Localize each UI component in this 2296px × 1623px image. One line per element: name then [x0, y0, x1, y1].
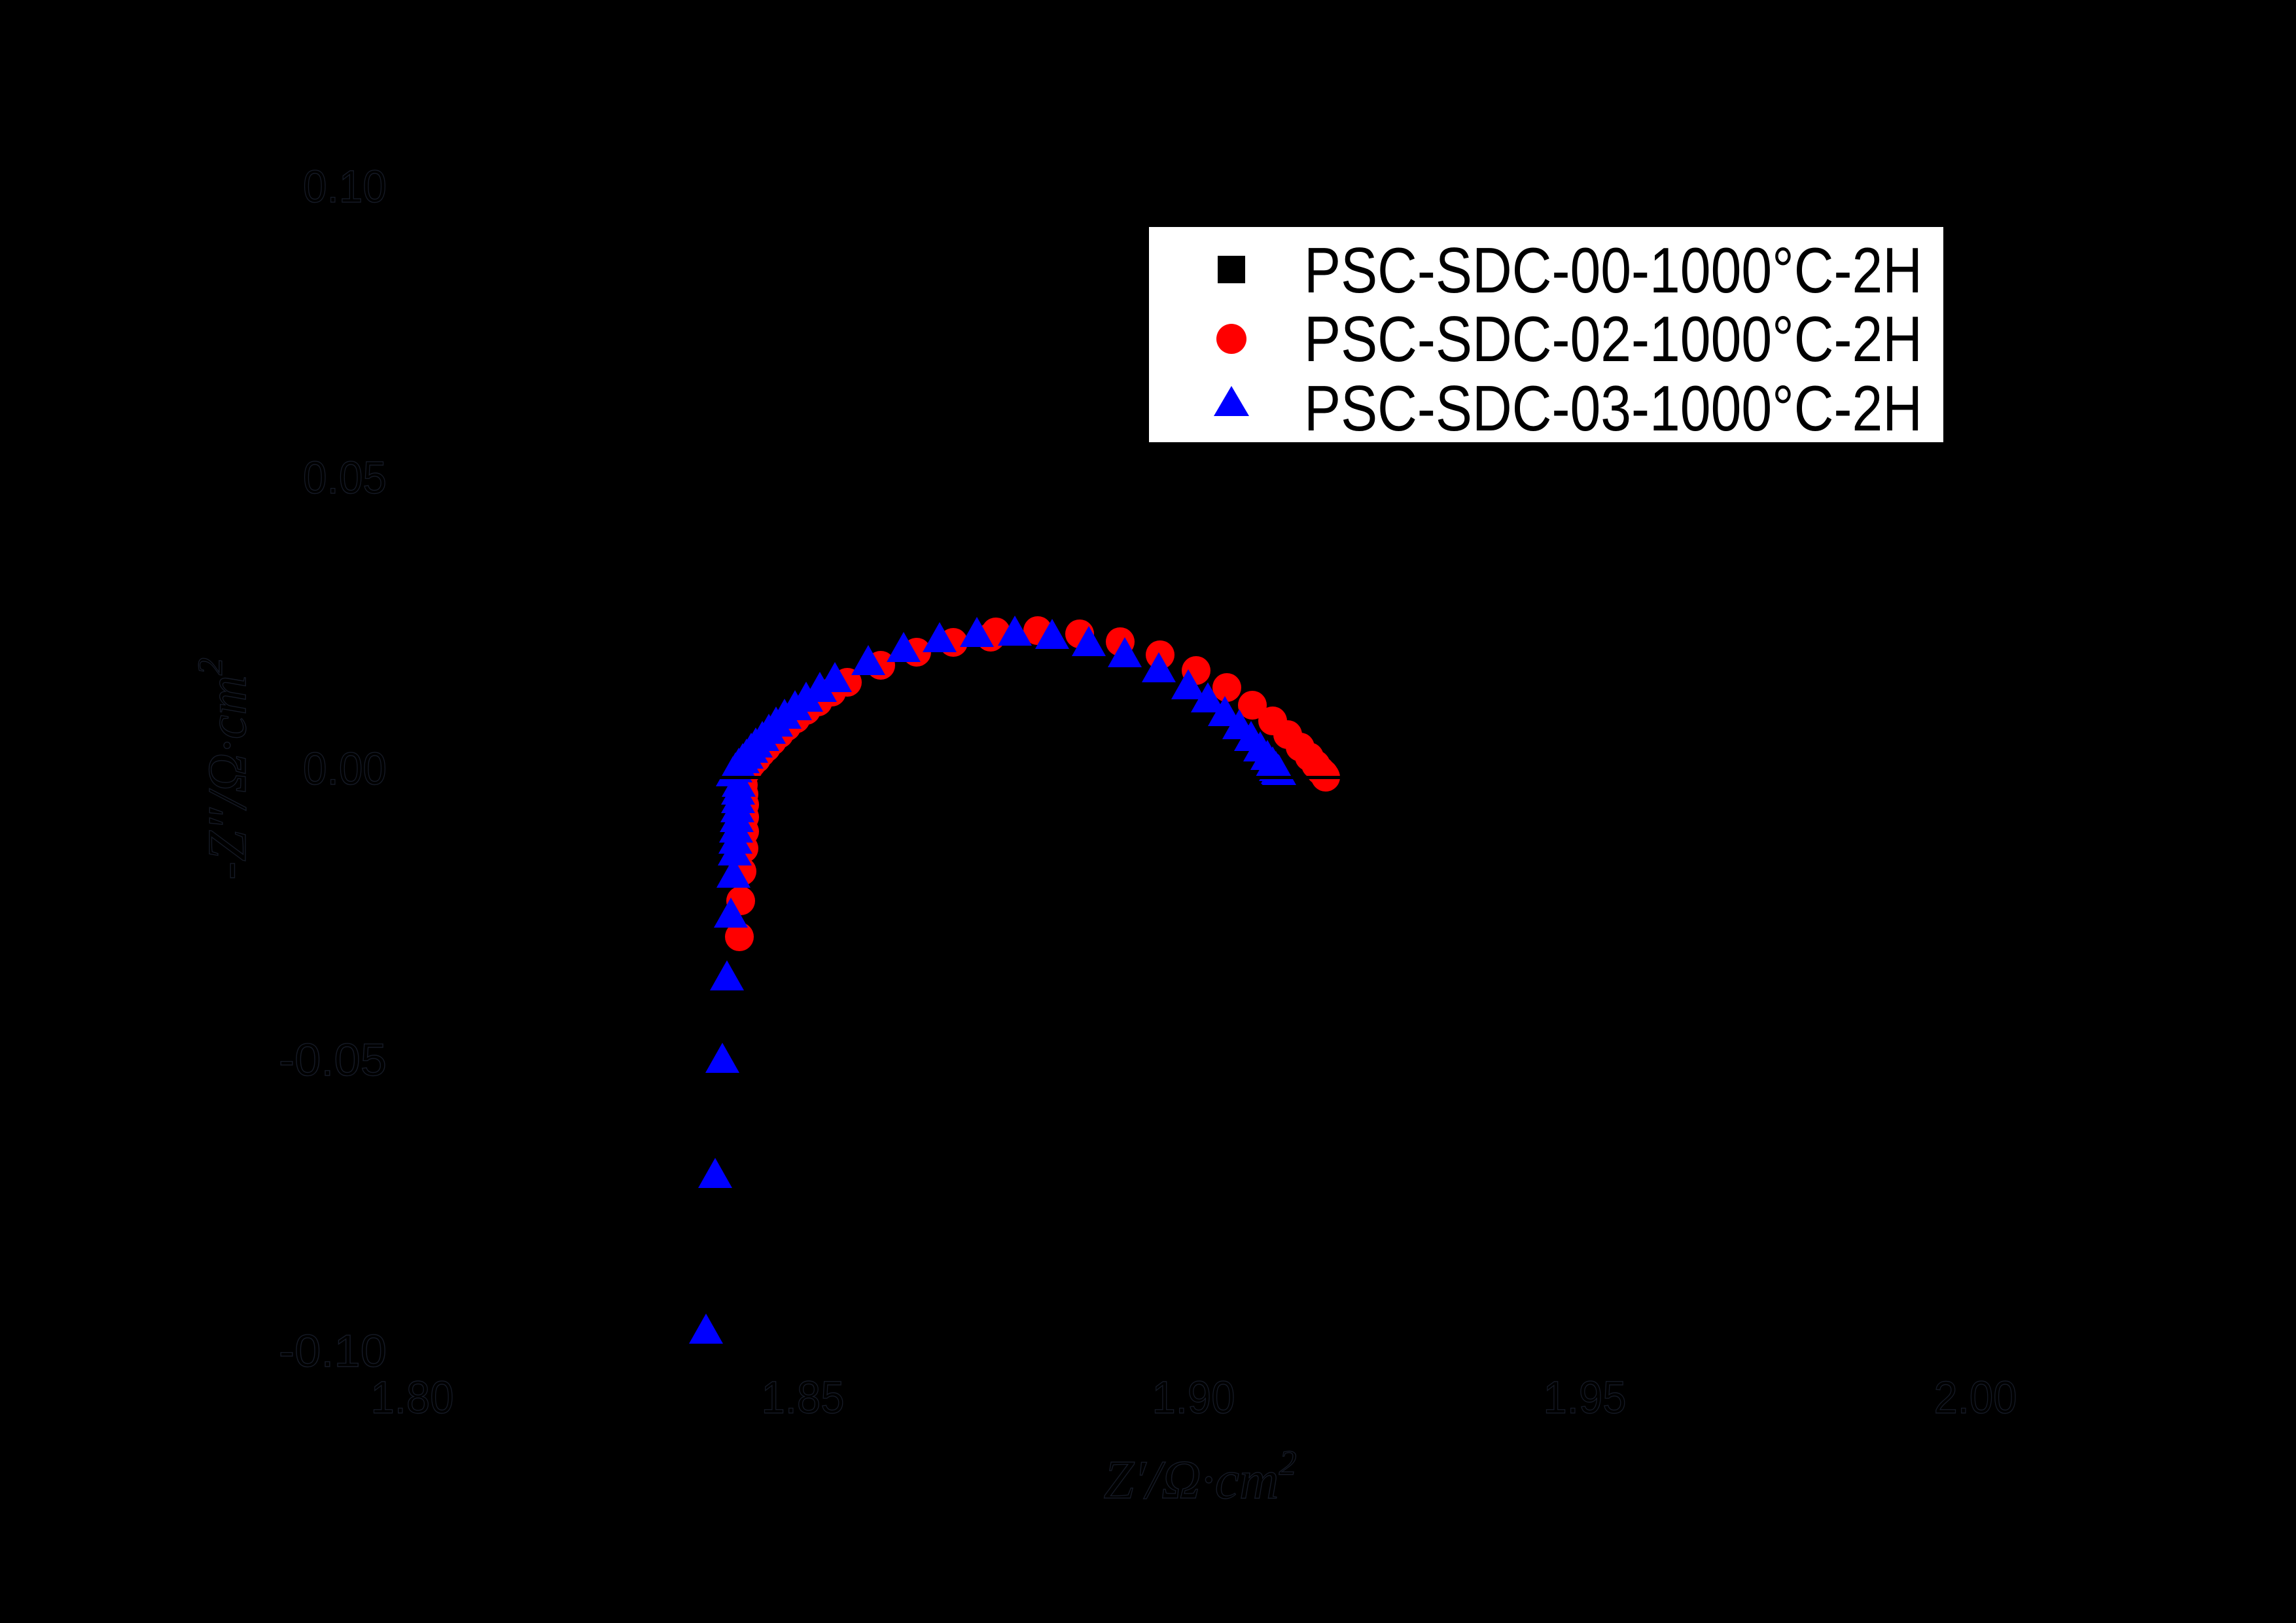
svg-text:1.90: 1.90 [1152, 1372, 1235, 1423]
svg-text:PSC-SDC-00-1000°C-2H: PSC-SDC-00-1000°C-2H [1304, 234, 1922, 306]
svg-text:Z′/Ω·cm2: Z′/Ω·cm2 [1103, 1443, 1296, 1510]
svg-text:PSC-SDC-03-1000°C-2H: PSC-SDC-03-1000°C-2H [1304, 372, 1922, 444]
svg-text:-0.05: -0.05 [279, 1034, 387, 1085]
svg-text:0.05: 0.05 [303, 452, 387, 503]
svg-text:0.10: 0.10 [303, 161, 387, 212]
svg-text:1.95: 1.95 [1544, 1372, 1627, 1423]
svg-text:1.85: 1.85 [762, 1372, 845, 1423]
svg-text:0.00: 0.00 [303, 743, 387, 794]
svg-text:-0.10: -0.10 [279, 1325, 387, 1376]
svg-text:PSC-SDC-02-1000°C-2H: PSC-SDC-02-1000°C-2H [1304, 303, 1922, 375]
svg-text:1.80: 1.80 [371, 1372, 454, 1423]
svg-text:2.00: 2.00 [1934, 1372, 2017, 1423]
svg-text:-Z″/Ω·cm2: -Z″/Ω·cm2 [190, 657, 258, 880]
